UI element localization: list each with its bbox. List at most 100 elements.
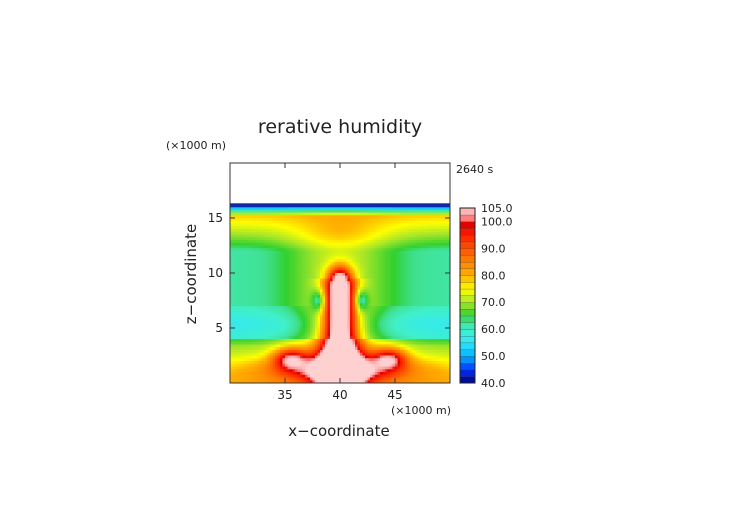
- heatmap-cell: [290, 347, 293, 351]
- heatmap-cell: [267, 245, 271, 249]
- heatmap-cell: [245, 223, 248, 227]
- heatmap-cell: [295, 344, 298, 348]
- heatmap-cell: [275, 278, 278, 282]
- heatmap-cell: [420, 242, 423, 246]
- heatmap-cell: [397, 207, 401, 211]
- heatmap-cell: [262, 363, 266, 367]
- heatmap-cell: [387, 248, 391, 252]
- heatmap-cell: [400, 303, 403, 307]
- heatmap-cell: [255, 366, 258, 370]
- heatmap-cell: [230, 319, 233, 323]
- heatmap-cell: [360, 289, 363, 293]
- heatmap-cell: [407, 218, 411, 222]
- heatmap-cell: [257, 330, 261, 334]
- heatmap-cell: [257, 234, 261, 238]
- heatmap-cell: [410, 273, 413, 277]
- heatmap-cell: [317, 377, 321, 381]
- heatmap-cell: [397, 253, 401, 257]
- heatmap-cell: [307, 347, 311, 351]
- heatmap-cell: [232, 275, 236, 279]
- heatmap-cell: [405, 264, 408, 268]
- heatmap-cell: [330, 303, 333, 307]
- heatmap-cell: [247, 339, 251, 343]
- heatmap-cell: [342, 306, 346, 310]
- heatmap-cell: [410, 229, 413, 233]
- heatmap-cell: [415, 317, 418, 321]
- heatmap-cell: [415, 300, 418, 304]
- heatmap-cell: [240, 251, 243, 255]
- heatmap-cell: [400, 248, 403, 252]
- heatmap-cell: [360, 352, 363, 356]
- heatmap-cell: [235, 306, 238, 310]
- heatmap-cell: [255, 341, 258, 345]
- heatmap-cell: [297, 358, 301, 362]
- heatmap-cell: [262, 237, 266, 241]
- heatmap-cell: [412, 248, 416, 252]
- heatmap-cell: [347, 300, 351, 304]
- heatmap-cell: [392, 248, 396, 252]
- heatmap-cell: [400, 284, 403, 288]
- heatmap-cell: [400, 262, 403, 266]
- heatmap-cell: [335, 223, 338, 227]
- heatmap-cell: [352, 380, 356, 384]
- heatmap-cell: [382, 284, 386, 288]
- heatmap-cell: [320, 336, 323, 340]
- heatmap-cell: [282, 352, 286, 356]
- heatmap-cell: [387, 339, 391, 343]
- heatmap-cell: [260, 333, 263, 337]
- heatmap-cell: [250, 319, 253, 323]
- heatmap-cell: [417, 259, 421, 263]
- heatmap-cell: [360, 358, 363, 362]
- heatmap-cell: [265, 262, 268, 266]
- heatmap-cell: [387, 245, 391, 249]
- heatmap-cell: [275, 207, 278, 211]
- heatmap-cell: [337, 303, 341, 307]
- heatmap-cell: [297, 237, 301, 241]
- heatmap-cell: [260, 292, 263, 296]
- heatmap-cell: [330, 314, 333, 318]
- heatmap-cell: [355, 292, 358, 296]
- heatmap-cell: [365, 212, 368, 216]
- heatmap-cell: [302, 350, 306, 354]
- heatmap-cell: [367, 361, 371, 365]
- heatmap-cell: [262, 209, 266, 213]
- heatmap-cell: [305, 215, 308, 219]
- heatmap-cell: [352, 215, 356, 219]
- heatmap-cell: [295, 322, 298, 326]
- heatmap-cell: [280, 207, 283, 211]
- heatmap-cell: [382, 306, 386, 310]
- heatmap-cell: [420, 347, 423, 351]
- heatmap-cell: [310, 262, 313, 266]
- heatmap-cell: [247, 363, 251, 367]
- heatmap-cell: [392, 284, 396, 288]
- heatmap-cell: [352, 281, 356, 285]
- heatmap-cell: [415, 231, 418, 235]
- heatmap-cell: [255, 292, 258, 296]
- heatmap-cell: [260, 380, 263, 384]
- heatmap-cell: [360, 226, 363, 230]
- heatmap-cell: [417, 308, 421, 312]
- heatmap-cell: [420, 264, 423, 268]
- heatmap-cell: [285, 358, 288, 362]
- heatmap-cell: [302, 251, 306, 255]
- heatmap-cell: [362, 234, 366, 238]
- heatmap-cell: [375, 278, 378, 282]
- heatmap-cell: [382, 344, 386, 348]
- heatmap-cell: [355, 347, 358, 351]
- heatmap-cell: [342, 344, 346, 348]
- heatmap-cell: [295, 220, 298, 224]
- heatmap-cell: [360, 344, 363, 348]
- heatmap-cell: [230, 226, 233, 230]
- heatmap-cell: [382, 352, 386, 356]
- heatmap-cell: [335, 234, 338, 238]
- heatmap-cell: [330, 259, 333, 263]
- heatmap-cell: [260, 317, 263, 321]
- heatmap-cell: [280, 355, 283, 359]
- heatmap-cell: [265, 355, 268, 359]
- heatmap-cell: [287, 300, 291, 304]
- heatmap-cell: [320, 231, 323, 235]
- heatmap-cell: [260, 253, 263, 257]
- heatmap-cell: [415, 319, 418, 323]
- heatmap-cell: [345, 289, 348, 293]
- heatmap-cell: [410, 278, 413, 282]
